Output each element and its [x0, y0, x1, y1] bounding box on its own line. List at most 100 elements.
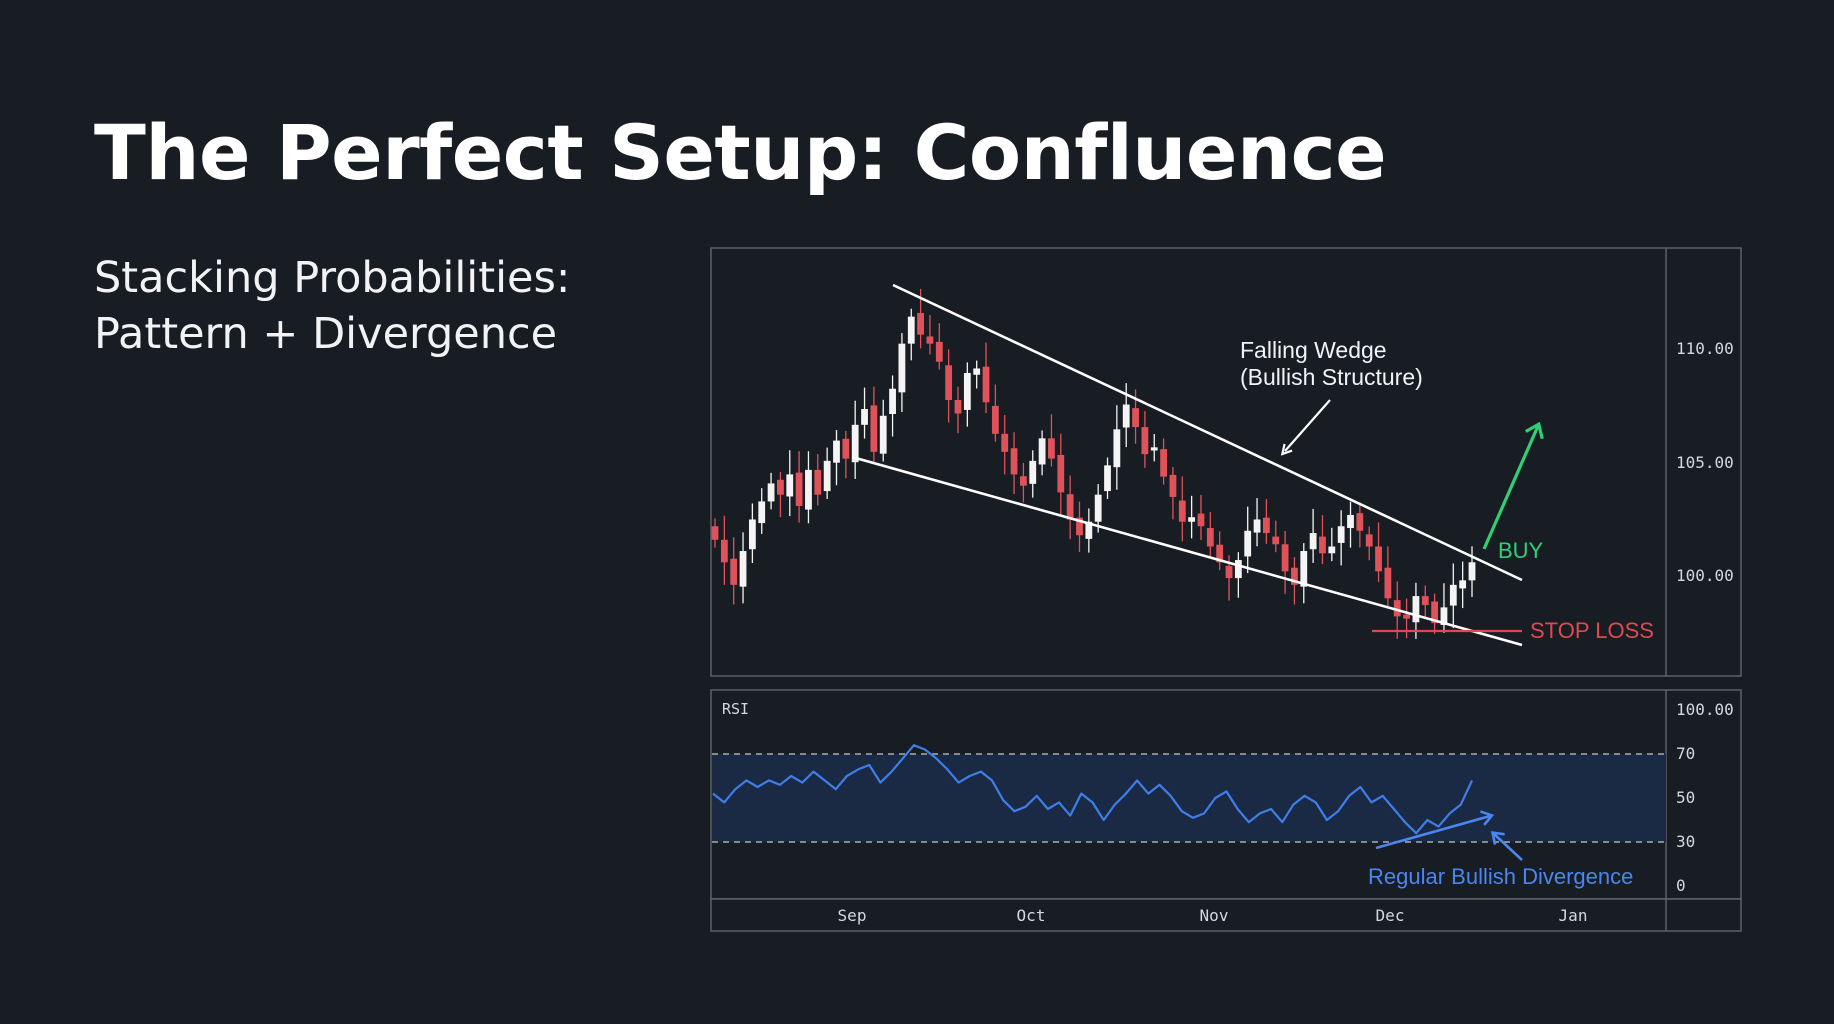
price-tick-label: 110.00 [1676, 339, 1734, 358]
candle-down [1356, 513, 1364, 531]
candle-down [730, 558, 738, 585]
candle-down [1431, 601, 1439, 624]
wedge-pointer-arrow [1285, 399, 1331, 451]
candle-down [1169, 474, 1177, 497]
wedge-upper-line [892, 283, 1523, 582]
rsi-tick-label: 100.00 [1676, 700, 1734, 719]
candle-down [1141, 427, 1149, 455]
candle-down [1291, 567, 1298, 585]
candle-down [954, 400, 962, 414]
price-panel: 110.00 105.00 100.00 Falling Wedge (Bull… [710, 247, 1742, 677]
buy-arrow [1482, 421, 1544, 550]
candle-down [870, 405, 878, 452]
candle-up [1188, 517, 1196, 522]
candle-up [907, 316, 915, 344]
candle-down [1365, 534, 1373, 547]
candle-up [1347, 514, 1354, 529]
price-panel-frame [710, 247, 1742, 677]
candle-up [1459, 580, 1467, 589]
rsi-label: RSI [722, 700, 749, 718]
x-tick-label: Dec [1376, 906, 1405, 925]
candle-down [1066, 494, 1074, 520]
candle-up [898, 343, 906, 393]
candle-up [1309, 533, 1317, 550]
candle-down [917, 313, 925, 335]
x-tick-label: Sep [838, 906, 867, 925]
candle-down [842, 438, 850, 459]
candle-up [1085, 521, 1093, 539]
wedge-label-line-1: Falling Wedge [1240, 337, 1387, 363]
candle-down [720, 539, 728, 563]
candle-down [1010, 448, 1018, 475]
candle-up [1122, 404, 1130, 428]
candle-up [1468, 562, 1476, 581]
candle-up [1094, 494, 1102, 522]
candle-up [879, 415, 887, 454]
buy-label: BUY [1498, 538, 1544, 563]
candle-up [861, 409, 868, 425]
price-tick-label: 105.00 [1676, 453, 1734, 472]
candle-up [973, 368, 981, 375]
candle-down [1384, 567, 1392, 599]
candle-up [889, 388, 896, 414]
candle-down [777, 479, 784, 495]
candle-down [1057, 455, 1065, 493]
candle-down [1132, 408, 1139, 428]
rsi-tick-label: 0 [1676, 876, 1686, 895]
candle-down [1001, 433, 1009, 452]
candle-down [1225, 565, 1233, 579]
price-tick-label: 100.00 [1676, 566, 1734, 585]
candle-up [833, 440, 840, 463]
candle-up [805, 469, 812, 510]
candle-up [1244, 530, 1252, 557]
candle-down [1375, 546, 1382, 572]
wedge-label-line-2: (Bullish Structure) [1240, 364, 1423, 390]
candle-up [1412, 596, 1420, 623]
candle-up [1440, 607, 1448, 625]
candle-up [1328, 546, 1336, 554]
divergence-pointer-arrow [1490, 831, 1523, 861]
candle-down [1160, 449, 1167, 477]
candle-down [1262, 517, 1270, 533]
rsi-tick-label: 30 [1676, 832, 1695, 851]
candle-up [1150, 447, 1158, 451]
candle-down [1178, 500, 1186, 522]
candle-up [1038, 438, 1046, 465]
candle-down [1393, 600, 1401, 617]
candle-down [1076, 517, 1083, 536]
rsi-tick-label: 50 [1676, 788, 1695, 807]
divergence-trend-arrow [1375, 810, 1495, 850]
divergence-label: Regular Bullish Divergence [1368, 864, 1633, 889]
slide-title: The Perfect Setup: Confluence [94, 108, 1387, 197]
candle-down [935, 341, 943, 362]
candle-down [1272, 536, 1280, 545]
candle-up [1300, 551, 1308, 587]
candle-down [1048, 438, 1055, 459]
candle-down [945, 365, 953, 401]
candle-up [1337, 526, 1345, 543]
candle-down [1421, 596, 1429, 606]
candle-down [991, 405, 999, 434]
x-tick-label: Oct [1017, 906, 1046, 925]
candle-up [851, 424, 859, 463]
candle-up [1113, 429, 1121, 468]
candle-down [1216, 544, 1224, 563]
subtitle-line-1: Stacking Probabilities: [94, 253, 571, 303]
rsi-panel: RSI 100.00 70 50 30 0 Regular Bullish Di… [710, 689, 1742, 932]
candle-up [767, 483, 775, 502]
candle-down [1319, 536, 1326, 554]
candle-up [748, 519, 756, 550]
stop-loss-label: STOP LOSS [1530, 618, 1654, 643]
candle-down [814, 469, 822, 495]
candle-up [1029, 460, 1037, 484]
rsi-band [712, 754, 1666, 842]
x-tick-label: Jan [1559, 906, 1588, 925]
rsi-tick-label: 70 [1676, 744, 1695, 763]
candle-up [739, 551, 747, 587]
candle-down [711, 526, 719, 540]
candle-up [1234, 560, 1242, 579]
candle-down [1197, 513, 1205, 527]
subtitle-line-2: Pattern + Divergence [94, 309, 558, 359]
candle-up [823, 460, 831, 492]
